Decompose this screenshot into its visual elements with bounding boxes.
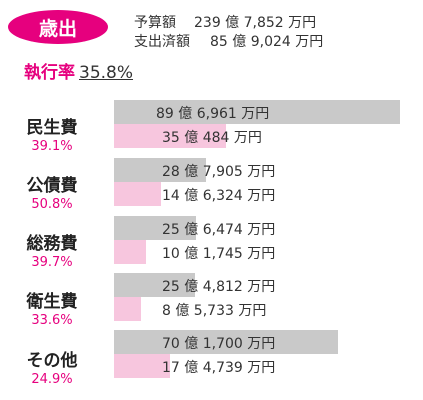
budget-value: 28 億 7,905 万円 [162,164,276,180]
execution-rate-value: 35.8% [79,63,134,83]
budget-bar [114,330,338,354]
budget-summary: 予算額 239 億 7,852 万円 [134,12,316,32]
category-name: 公債費 [26,176,78,196]
category-label: 総務費 39.7% [12,229,92,270]
spent-total-value: 85 億 9,024 万円 [210,34,324,50]
spent-bar [114,297,141,321]
spent-value: 10 億 1,745 万円 [162,246,276,262]
budget-value: 25 億 4,812 万円 [162,279,276,295]
spent-value: 8 億 5,733 万円 [162,303,267,319]
spent-label: 支出済額 [134,34,190,50]
budget-bar [114,216,196,240]
execution-rate-label: 執行率 [24,63,75,83]
category-name: 衛生費 [26,292,78,312]
category-rate: 33.6% [31,313,73,328]
budget-bar [114,100,400,124]
spent-summary: 支出済額 85 億 9,024 万円 [134,31,323,51]
category-rate: 39.1% [31,139,73,154]
spent-value: 14 億 6,324 万円 [162,188,276,204]
category-label: 公債費 50.8% [12,171,92,212]
category-name: 民生費 [26,118,78,138]
budget-bar [114,158,206,182]
expenditure-badge: 歳出 [8,10,108,44]
spent-bar [114,182,161,206]
spent-value: 35 億 484 万円 [162,130,262,146]
category-label: 民生費 39.1% [12,113,92,154]
category-rate: 50.8% [31,197,73,212]
category-label: その他 24.9% [12,346,92,387]
category-name: 総務費 [26,234,78,254]
spent-value: 17 億 4,739 万円 [162,360,276,376]
budget-bar [114,273,195,297]
spent-bar [114,240,146,264]
category-rate: 39.7% [31,255,73,270]
spent-bar [114,124,226,148]
budget-label: 予算額 [134,15,176,31]
spent-bar [114,354,170,378]
category-name: その他 [26,351,78,371]
execution-rate: 執行率 35.8% [24,58,133,83]
budget-total-value: 239 億 7,852 万円 [194,15,317,31]
budget-value: 25 億 6,474 万円 [162,222,276,238]
budget-value: 70 億 1,700 万円 [162,336,276,352]
category-rate: 24.9% [31,372,73,387]
category-label: 衛生費 33.6% [12,287,92,328]
budget-value: 89 億 6,961 万円 [156,106,270,122]
